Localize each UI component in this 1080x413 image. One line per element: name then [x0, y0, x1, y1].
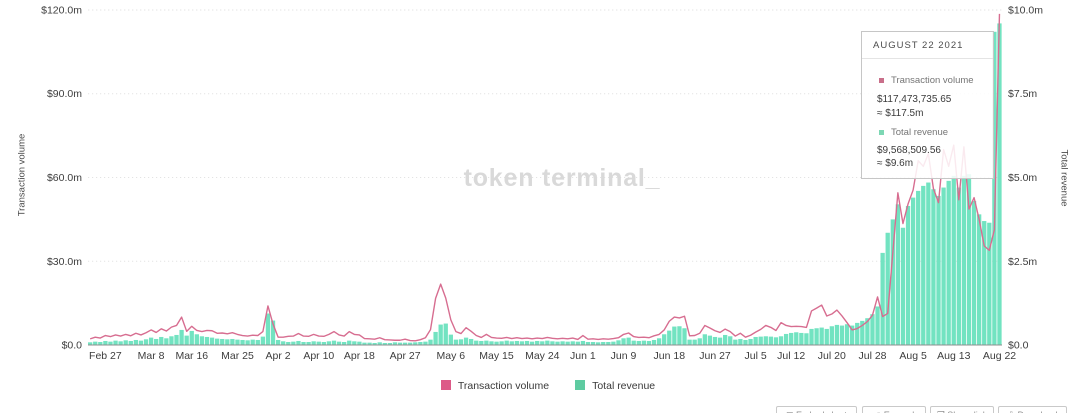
svg-text:Jun 27: Jun 27: [699, 350, 731, 362]
svg-text:May 15: May 15: [479, 350, 514, 362]
svg-text:Jul 20: Jul 20: [818, 350, 846, 362]
svg-text:Apr 27: Apr 27: [390, 350, 421, 362]
svg-text:$0.0: $0.0: [1008, 340, 1029, 352]
svg-text:$30.0m: $30.0m: [47, 256, 82, 268]
svg-text:$2.5m: $2.5m: [1008, 256, 1037, 268]
svg-text:Mar 8: Mar 8: [138, 350, 165, 362]
svg-text:Jul 12: Jul 12: [777, 350, 805, 362]
svg-text:Jun 18: Jun 18: [654, 350, 686, 362]
svg-text:Mar 16: Mar 16: [175, 350, 208, 362]
svg-text:Jun 9: Jun 9: [611, 350, 637, 362]
svg-text:$0.0: $0.0: [62, 340, 83, 352]
svg-text:Jul 5: Jul 5: [745, 350, 767, 362]
svg-text:Apr 10: Apr 10: [303, 350, 334, 362]
svg-text:Aug 13: Aug 13: [937, 350, 970, 362]
svg-text:$90.0m: $90.0m: [47, 88, 82, 100]
svg-text:Jul 28: Jul 28: [858, 350, 886, 362]
svg-text:May 24: May 24: [525, 350, 560, 362]
svg-text:Apr 18: Apr 18: [344, 350, 375, 362]
svg-text:Aug 22: Aug 22: [983, 350, 1016, 362]
svg-text:Jun 1: Jun 1: [570, 350, 596, 362]
svg-text:$120.0m: $120.0m: [41, 5, 82, 17]
svg-text:Mar 25: Mar 25: [221, 350, 254, 362]
svg-text:May 6: May 6: [437, 350, 466, 362]
svg-text:Feb 27: Feb 27: [89, 350, 122, 362]
svg-text:$10.0m: $10.0m: [1008, 5, 1043, 17]
svg-text:$5.0m: $5.0m: [1008, 172, 1037, 184]
svg-text:$60.0m: $60.0m: [47, 172, 82, 184]
svg-text:$7.5m: $7.5m: [1008, 88, 1037, 100]
svg-text:Apr 2: Apr 2: [266, 350, 291, 362]
svg-text:Aug 5: Aug 5: [899, 350, 927, 362]
